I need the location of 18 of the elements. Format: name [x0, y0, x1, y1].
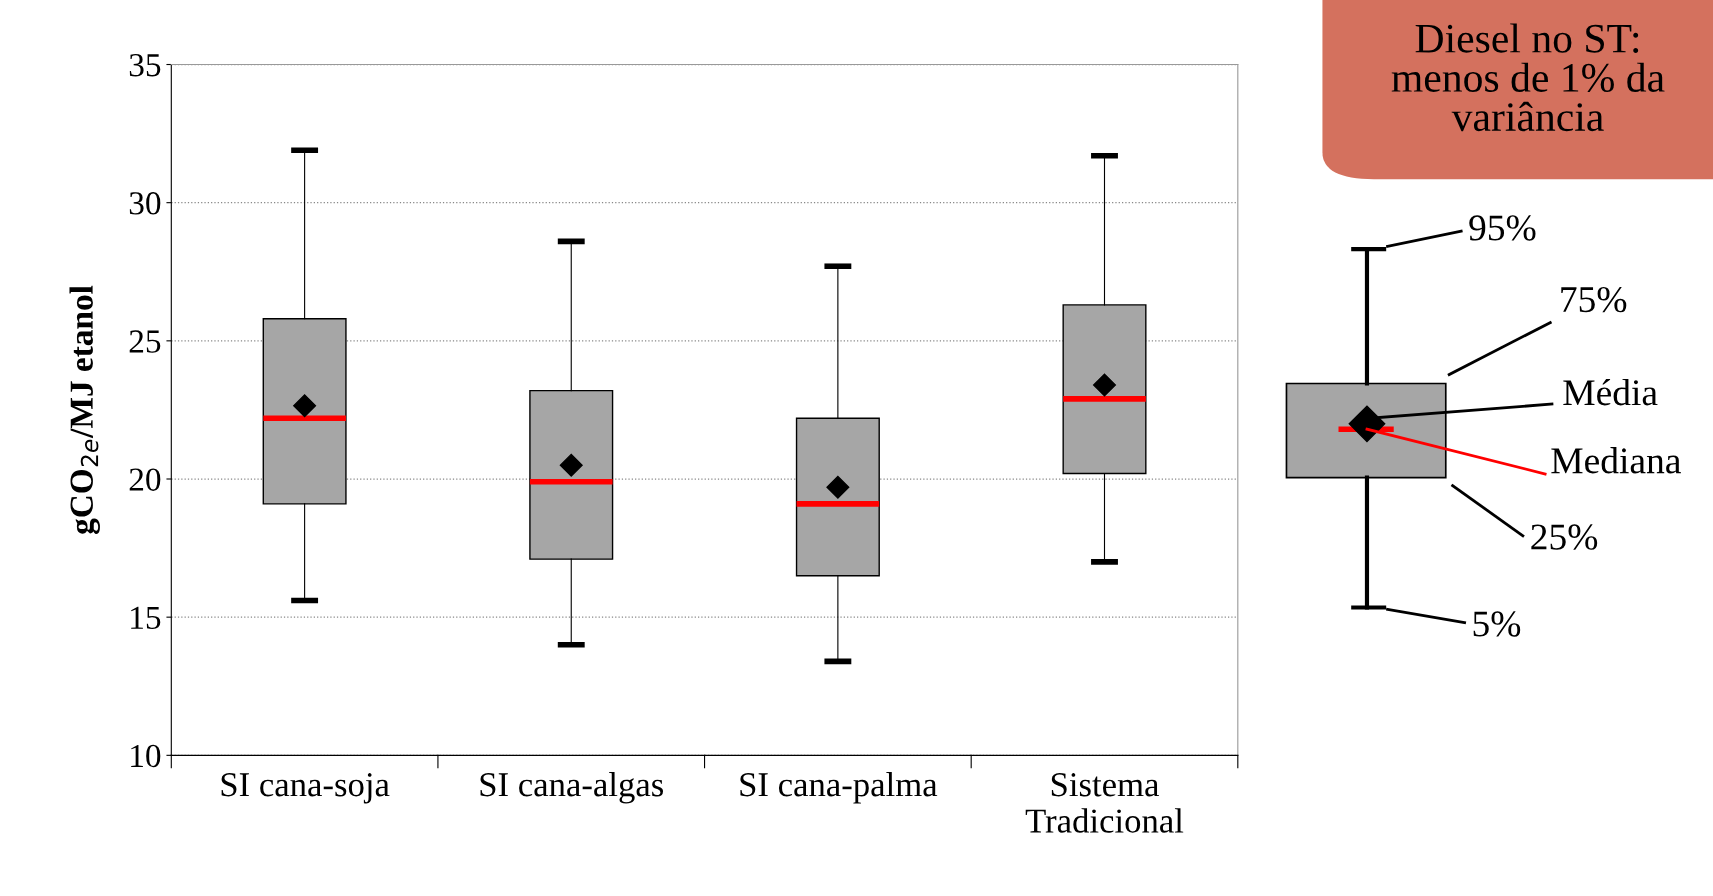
- text: 25%: [1531, 524, 1598, 550]
- y-tick-label: 30: [129, 192, 161, 215]
- text: Média: [1563, 378, 1658, 406]
- text: 95%: [1469, 215, 1536, 241]
- y-tick-label: 25: [129, 330, 161, 353]
- x-tick-label: SI cana-palma: [740, 771, 938, 804]
- y-axis-title: gCO$_{2e}$/MJ etanol: [69, 285, 100, 535]
- text: 5%: [1473, 611, 1521, 637]
- y-tick-label: 10: [131, 744, 161, 768]
- y-tick-label: 35: [129, 54, 161, 77]
- text: Mediana: [1551, 447, 1681, 474]
- x-tick-label: Sistema Tradicional: [1025, 773, 1184, 833]
- x-tick-label: SI cana-algas: [480, 771, 664, 804]
- text: 75%: [1561, 286, 1627, 313]
- y-tick-label: 15: [131, 606, 161, 630]
- text: Diesel no ST: menos de 1% da variância: [1391, 23, 1665, 132]
- y-tick-label: 20: [129, 468, 161, 491]
- x-tick-label: SI cana-soja: [221, 773, 390, 804]
